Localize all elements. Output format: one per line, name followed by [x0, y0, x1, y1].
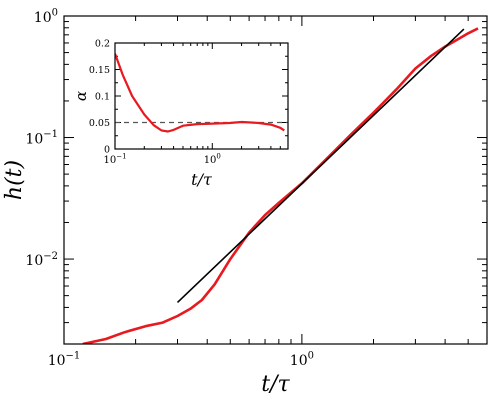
data-series-line [82, 27, 479, 344]
x-tick-label: 10−1 [48, 351, 81, 369]
inset-x-tick-label: 100 [204, 153, 221, 167]
power-law-fit-line [176, 28, 465, 303]
inset-x-axis-label: t/τ [191, 170, 213, 189]
inset-y-tick-label: 0.1 [95, 92, 110, 103]
main-plot-frame [63, 15, 488, 345]
y-tick-label: 100 [34, 8, 58, 26]
x-tick-label: 100 [290, 351, 314, 369]
inset-y-tick-label: 0 [104, 145, 110, 156]
x-axis-label: t/τ [261, 372, 290, 397]
inset-series-line [115, 53, 285, 133]
inset-y-tick-label: 0.2 [95, 39, 110, 50]
y-tick-label: 10−2 [25, 251, 58, 269]
y-axis-label: h(t) [2, 160, 27, 200]
inset-frame [114, 42, 289, 150]
inset-plot: 10−1 100 0 0.05 0.1 0.15 0.2 t/τ α [72, 39, 289, 189]
inset-x-tick-label: 10−1 [103, 153, 126, 167]
inset-background [115, 43, 288, 149]
y-tick-label: 10−1 [25, 129, 58, 147]
inset-y-axis-label: α [72, 91, 90, 101]
inset-y-tick-label: 0.15 [89, 65, 110, 76]
inset-y-tick-label: 0.05 [89, 118, 110, 129]
